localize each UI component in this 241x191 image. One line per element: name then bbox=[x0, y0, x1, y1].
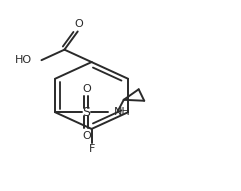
Text: O: O bbox=[82, 130, 91, 141]
Text: F: F bbox=[88, 144, 95, 154]
Text: O: O bbox=[82, 84, 91, 94]
Text: NH: NH bbox=[113, 107, 130, 117]
Text: S: S bbox=[82, 106, 90, 119]
Text: O: O bbox=[74, 19, 83, 29]
Text: HO: HO bbox=[15, 55, 32, 65]
